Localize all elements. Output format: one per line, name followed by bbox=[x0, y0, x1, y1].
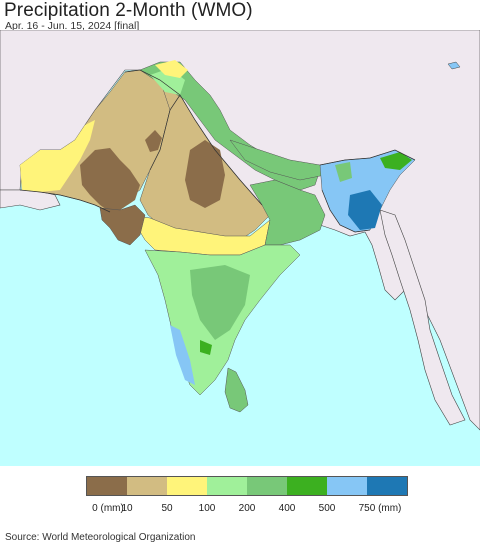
legend-swatch-2 bbox=[167, 477, 207, 495]
region-northeast-green bbox=[380, 152, 412, 170]
region-brown-2 bbox=[145, 130, 162, 152]
region-northeast-green2 bbox=[335, 162, 352, 182]
map-title: Precipitation 2-Month (WMO) bbox=[4, 0, 253, 21]
region-kerala-blue bbox=[170, 325, 195, 385]
source-credit: Source: World Meteorological Organizatio… bbox=[5, 532, 196, 543]
country-borders bbox=[19, 69, 416, 233]
region-gujarat bbox=[99, 204, 146, 246]
legend-swatch-1 bbox=[127, 477, 167, 495]
region-myanmar bbox=[379, 209, 466, 426]
legend-swatch-3 bbox=[207, 477, 247, 495]
legend-label-5: 400 bbox=[278, 503, 296, 514]
legend-swatch-6 bbox=[327, 477, 367, 495]
legend-label-4: 200 bbox=[238, 503, 256, 514]
region-pak-yellow bbox=[20, 120, 95, 192]
legend-label-3: 100 bbox=[198, 503, 216, 514]
precipitation-map bbox=[0, 30, 480, 466]
legend-swatch-4 bbox=[247, 477, 287, 495]
region-south-green bbox=[200, 340, 212, 355]
legend-labels: 0 (mm) 10 50 100 200 400 500 750 (mm) bbox=[0, 503, 480, 517]
legend-label-6: 500 bbox=[318, 503, 336, 514]
legend-swatch-7 bbox=[367, 477, 407, 495]
legend-label-2: 50 bbox=[161, 503, 173, 514]
island bbox=[447, 61, 461, 70]
region-yellow-north bbox=[155, 60, 188, 78]
map-subtitle: Apr. 16 - Jun. 15, 2024 [final] bbox=[5, 20, 140, 32]
region-east-green bbox=[249, 179, 326, 246]
region-thar-brown bbox=[80, 148, 140, 212]
legend-swatch-5 bbox=[287, 477, 327, 495]
region-northeast-dark bbox=[348, 190, 382, 230]
legend-swatch-0 bbox=[87, 477, 127, 495]
region-north-brown bbox=[185, 140, 225, 208]
legend-label-1: 10 bbox=[121, 503, 133, 514]
legend-bar bbox=[86, 476, 408, 496]
region-sri-lanka bbox=[224, 367, 249, 413]
legend-label-7: 750 (mm) bbox=[358, 503, 402, 514]
region-himalaya-green bbox=[139, 61, 321, 191]
region-peninsula-green bbox=[190, 265, 250, 340]
legend-label-0: 0 (mm) bbox=[92, 503, 124, 514]
